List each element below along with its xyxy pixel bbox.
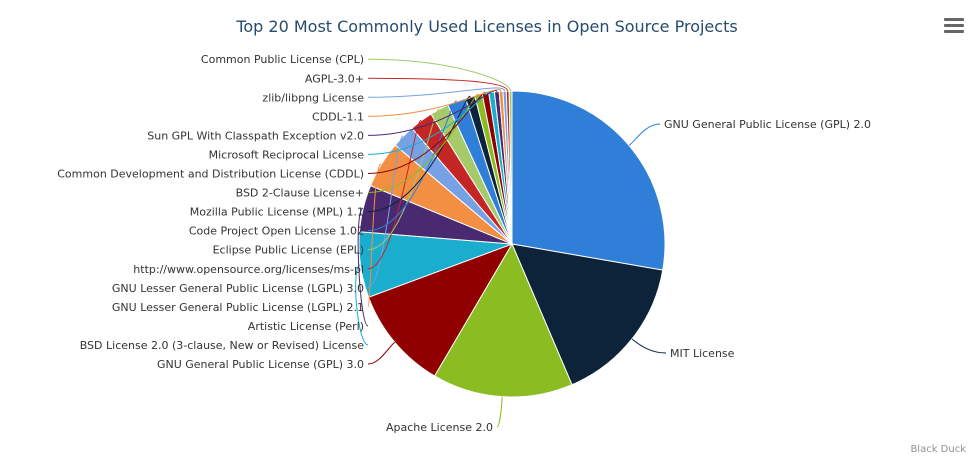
slice-label-code-project-open-license-1-02: Code Project Open License 1.02 (189, 225, 364, 238)
menu-bar (944, 18, 964, 21)
slice-label-common-development-and-distribution-license-cddl: Common Development and Distribution Lice… (57, 168, 364, 181)
slice-label-bsd-license-2-0-3-clause-new-or-revised-license: BSD License 2.0 (3-clause, New or Revise… (80, 339, 365, 352)
connector-mit-license (631, 338, 667, 354)
pie-slices (358, 90, 666, 398)
slice-label-gnu-general-public-license-gpl-2-0: GNU General Public License (GPL) 2.0 (664, 118, 871, 131)
pie-slice-apache-license-2-0[interactable] (433, 242, 573, 398)
hamburger-menu-icon[interactable] (944, 18, 964, 36)
slice-label-gnu-lesser-general-public-license-lgpl-2-1: GNU Lesser General Public License (LGPL)… (112, 301, 364, 314)
connector-microsoft-reciprocal-license (367, 90, 493, 155)
slice-label-bsd-2-clause-license: BSD 2-Clause License+ (236, 187, 364, 200)
connector-http-www-opensource-org-licenses-ms-pl (367, 120, 422, 270)
connector-sun-gpl-with-classpath-exception-v2-0 (367, 90, 498, 136)
connector-bsd-license-2-0-3-clause-new-or-revised-license (355, 264, 369, 346)
slice-label-microsoft-reciprocal-license: Microsoft Reciprocal License (209, 148, 365, 161)
slice-label-eclipse-public-license-epl: Eclipse Public License (EPL) (213, 244, 364, 257)
connector-cddl-1-1 (367, 89, 502, 117)
menu-bar (944, 30, 964, 33)
connector-gnu-general-public-license-gpl-3-0 (367, 341, 396, 365)
slice-label-cddl-1-1: CDDL-1.1 (312, 110, 364, 123)
menu-bar (944, 24, 964, 27)
slice-label-sun-gpl-with-classpath-exception-v2-0: Sun GPL With Classpath Exception v2.0 (147, 129, 364, 142)
slice-label-agpl-3-0: AGPL-3.0+ (305, 72, 364, 85)
slice-labels: GNU General Public License (GPL) 2.0 MIT … (57, 53, 871, 434)
connector-eclipse-public-license-epl (367, 108, 440, 251)
slice-label-common-public-license-cpl: Common Public License (CPL) (201, 53, 364, 66)
slice-label-artistic-license-perl: Artistic License (Perl) (248, 320, 364, 333)
connector-apache-license-2-0 (496, 396, 503, 428)
slice-label-mit-license: MIT License (670, 347, 735, 360)
slice-label-gnu-lesser-general-public-license-lgpl-3-0: GNU Lesser General Public License (LGPL)… (112, 282, 364, 295)
chart-title: Top 20 Most Commonly Used Licenses in Op… (235, 17, 737, 36)
pie-slice-gnu-general-public-license-gpl-3-0[interactable] (367, 243, 514, 377)
connector-common-public-license-cpl (367, 58, 512, 92)
pie-slice-mit-license[interactable] (511, 243, 664, 386)
label-connectors (355, 58, 667, 428)
slice-label-mozilla-public-license-mpl-1-1: Mozilla Public License (MPL) 1.1 (190, 206, 364, 219)
connector-agpl-3-0 (367, 77, 509, 92)
pie-slice-gnu-general-public-license-gpl-2-0[interactable] (511, 90, 666, 271)
connector-code-project-open-license-1-02 (367, 100, 458, 232)
connector-gnu-lesser-general-public-license-lgpl-2-1 (367, 163, 382, 308)
slice-label-gnu-general-public-license-gpl-3-0: GNU General Public License (GPL) 3.0 (157, 358, 364, 371)
chart-credit[interactable]: Black Duck (910, 444, 966, 455)
pie-slice-common-public-license-cpl[interactable] (508, 90, 513, 245)
slice-label-zlib-libpng-license: zlib/libpng License (262, 91, 364, 104)
slice-label-apache-license-2-0: Apache License 2.0 (386, 421, 493, 434)
connector-gnu-lesser-general-public-license-lgpl-3-0 (367, 135, 404, 289)
slice-label-http-www-opensource-org-licenses-ms-pl: http://www.opensource.org/licenses/ms-pl (133, 263, 364, 276)
connector-gnu-general-public-license-gpl-2-0 (628, 123, 661, 146)
connector-zlib-libpng-license (367, 87, 506, 98)
connector-artistic-license-perl (357, 207, 369, 327)
